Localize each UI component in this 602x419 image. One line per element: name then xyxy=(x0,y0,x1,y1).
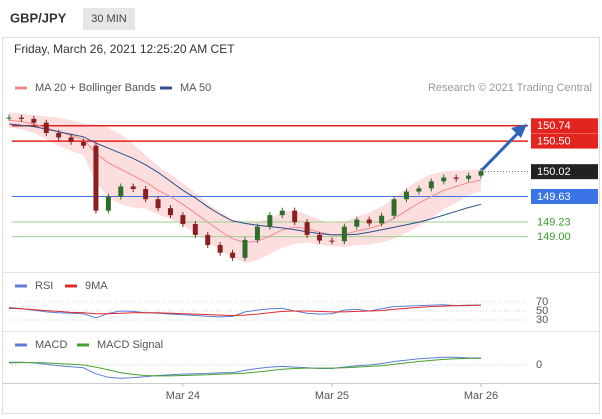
bollinger-band xyxy=(9,112,481,263)
candle xyxy=(230,252,236,258)
y-tick-label: 0 xyxy=(536,359,542,371)
timeframe[interactable]: 30 MIN xyxy=(91,13,127,25)
level-label: 150.74 xyxy=(537,120,571,132)
candle xyxy=(130,186,136,189)
level-label: 150.02 xyxy=(537,166,571,178)
candle xyxy=(304,222,310,235)
candle xyxy=(453,177,459,179)
level-box xyxy=(531,118,598,134)
candle xyxy=(56,132,62,138)
candle xyxy=(466,175,472,179)
y-tick-label: 30 xyxy=(536,314,548,326)
timeframe-button[interactable] xyxy=(83,8,135,30)
candle xyxy=(416,188,422,192)
candle xyxy=(205,234,211,246)
candle xyxy=(118,186,124,197)
timestamp: Friday, March 26, 2021 12:25:20 AM CET xyxy=(14,42,235,56)
candle xyxy=(354,219,360,227)
legend-label: MACD Signal xyxy=(97,339,163,351)
x-tick-label: Mar 24 xyxy=(166,390,200,402)
candle xyxy=(155,199,161,209)
level-label: 149.23 xyxy=(537,216,571,228)
candle xyxy=(391,199,397,216)
x-tick-label: Mar 25 xyxy=(315,390,349,402)
candle xyxy=(254,226,260,240)
plot: 150.74 150.50 150.02 149.63 149.23 149.00 Mar … xyxy=(6,82,598,402)
candle xyxy=(31,118,37,123)
candle xyxy=(428,181,434,189)
y-tick-label: 70 xyxy=(536,296,548,308)
candle xyxy=(18,117,24,119)
level-box xyxy=(531,164,598,180)
candle xyxy=(93,145,99,211)
legend-label: MACD xyxy=(35,339,67,351)
symbol: GBP/JPY xyxy=(10,10,67,25)
candle xyxy=(217,245,223,253)
candle xyxy=(478,171,484,176)
candle xyxy=(379,215,385,224)
legend-label: MA 50 xyxy=(180,82,211,94)
level-box xyxy=(531,189,598,205)
candle xyxy=(68,137,74,142)
indicator-line xyxy=(8,357,481,377)
level-label: 150.50 xyxy=(537,135,571,147)
candle xyxy=(143,189,149,200)
y-tick-label: 50 xyxy=(536,305,548,317)
candle xyxy=(403,191,409,200)
credit: Research © 2021 Trading Central xyxy=(428,82,592,94)
candle xyxy=(341,226,347,242)
ma50-line xyxy=(8,123,482,236)
candle xyxy=(292,210,298,223)
candle xyxy=(167,208,173,216)
candle xyxy=(267,215,273,227)
level-box xyxy=(531,133,598,149)
candle xyxy=(6,117,12,119)
level-label: 149.63 xyxy=(537,191,571,203)
candle xyxy=(180,215,186,225)
projection-arrowhead xyxy=(511,124,527,138)
candle xyxy=(43,122,49,133)
x-tick-label: Mar 26 xyxy=(464,390,498,402)
legend-label: MA 20 + Bollinger Bands xyxy=(35,82,156,94)
candle xyxy=(441,177,447,182)
indicator-line xyxy=(9,356,481,379)
indicator-line xyxy=(8,304,481,319)
legend-label: RSI xyxy=(35,280,53,292)
legend-label: 9MA xyxy=(85,280,108,292)
candle xyxy=(81,141,87,146)
level-label: 149.00 xyxy=(537,231,571,243)
candle xyxy=(192,224,198,235)
indicator-line xyxy=(8,304,482,317)
candle xyxy=(317,234,323,241)
projection-arrow xyxy=(480,129,522,172)
candle xyxy=(279,210,285,216)
candle xyxy=(105,196,111,211)
candle xyxy=(242,239,248,258)
candle xyxy=(329,240,335,242)
candle xyxy=(366,219,372,224)
